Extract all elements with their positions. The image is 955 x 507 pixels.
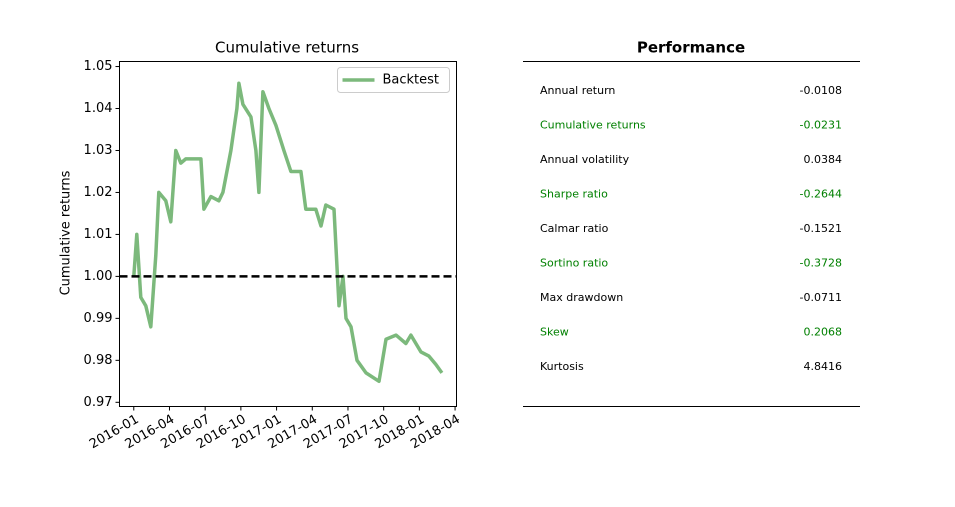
y-tick-label: 1.03 [84,143,113,158]
y-tick-label: 0.98 [84,353,113,368]
metric-label: Kurtosis [540,360,584,373]
metric-value: 0.0384 [804,153,843,166]
legend-label: Backtest [383,73,440,88]
metric-value: -0.3728 [800,257,842,270]
metric-label: Max drawdown [540,291,623,304]
legend-box [337,67,450,93]
y-tick-label: 1.00 [84,269,113,284]
chart-title: Cumulative returns [215,39,359,57]
y-tick-label: 0.99 [84,311,113,326]
metric-label: Annual return [540,84,615,97]
metric-label: Sharpe ratio [540,188,608,201]
line [132,81,444,384]
metric-label: Skew [540,326,569,339]
y-tick-label: 1.05 [84,59,113,74]
metric-value: -0.0711 [800,291,842,304]
metric-value: 0.2068 [804,326,843,339]
metric-label: Annual volatility [540,153,630,166]
y-tick-label: 1.04 [84,101,113,116]
plot-frame [119,61,457,407]
metric-value: -0.1521 [800,222,842,235]
y-axis-label: Cumulative returns [59,170,74,295]
metric-value: 4.8416 [804,360,843,373]
metric-value: -0.0231 [800,119,842,132]
y-tick-label: 0.97 [84,395,113,410]
y-tick-label: 1.02 [84,185,113,200]
metric-value: -0.0108 [800,84,842,97]
table-title: Performance [637,39,745,57]
metric-label: Cumulative returns [540,119,646,132]
y-tick-label: 1.01 [84,227,113,242]
metric-label: Sortino ratio [540,257,608,270]
metric-label: Calmar ratio [540,222,609,235]
metric-value: -0.2644 [800,188,842,201]
